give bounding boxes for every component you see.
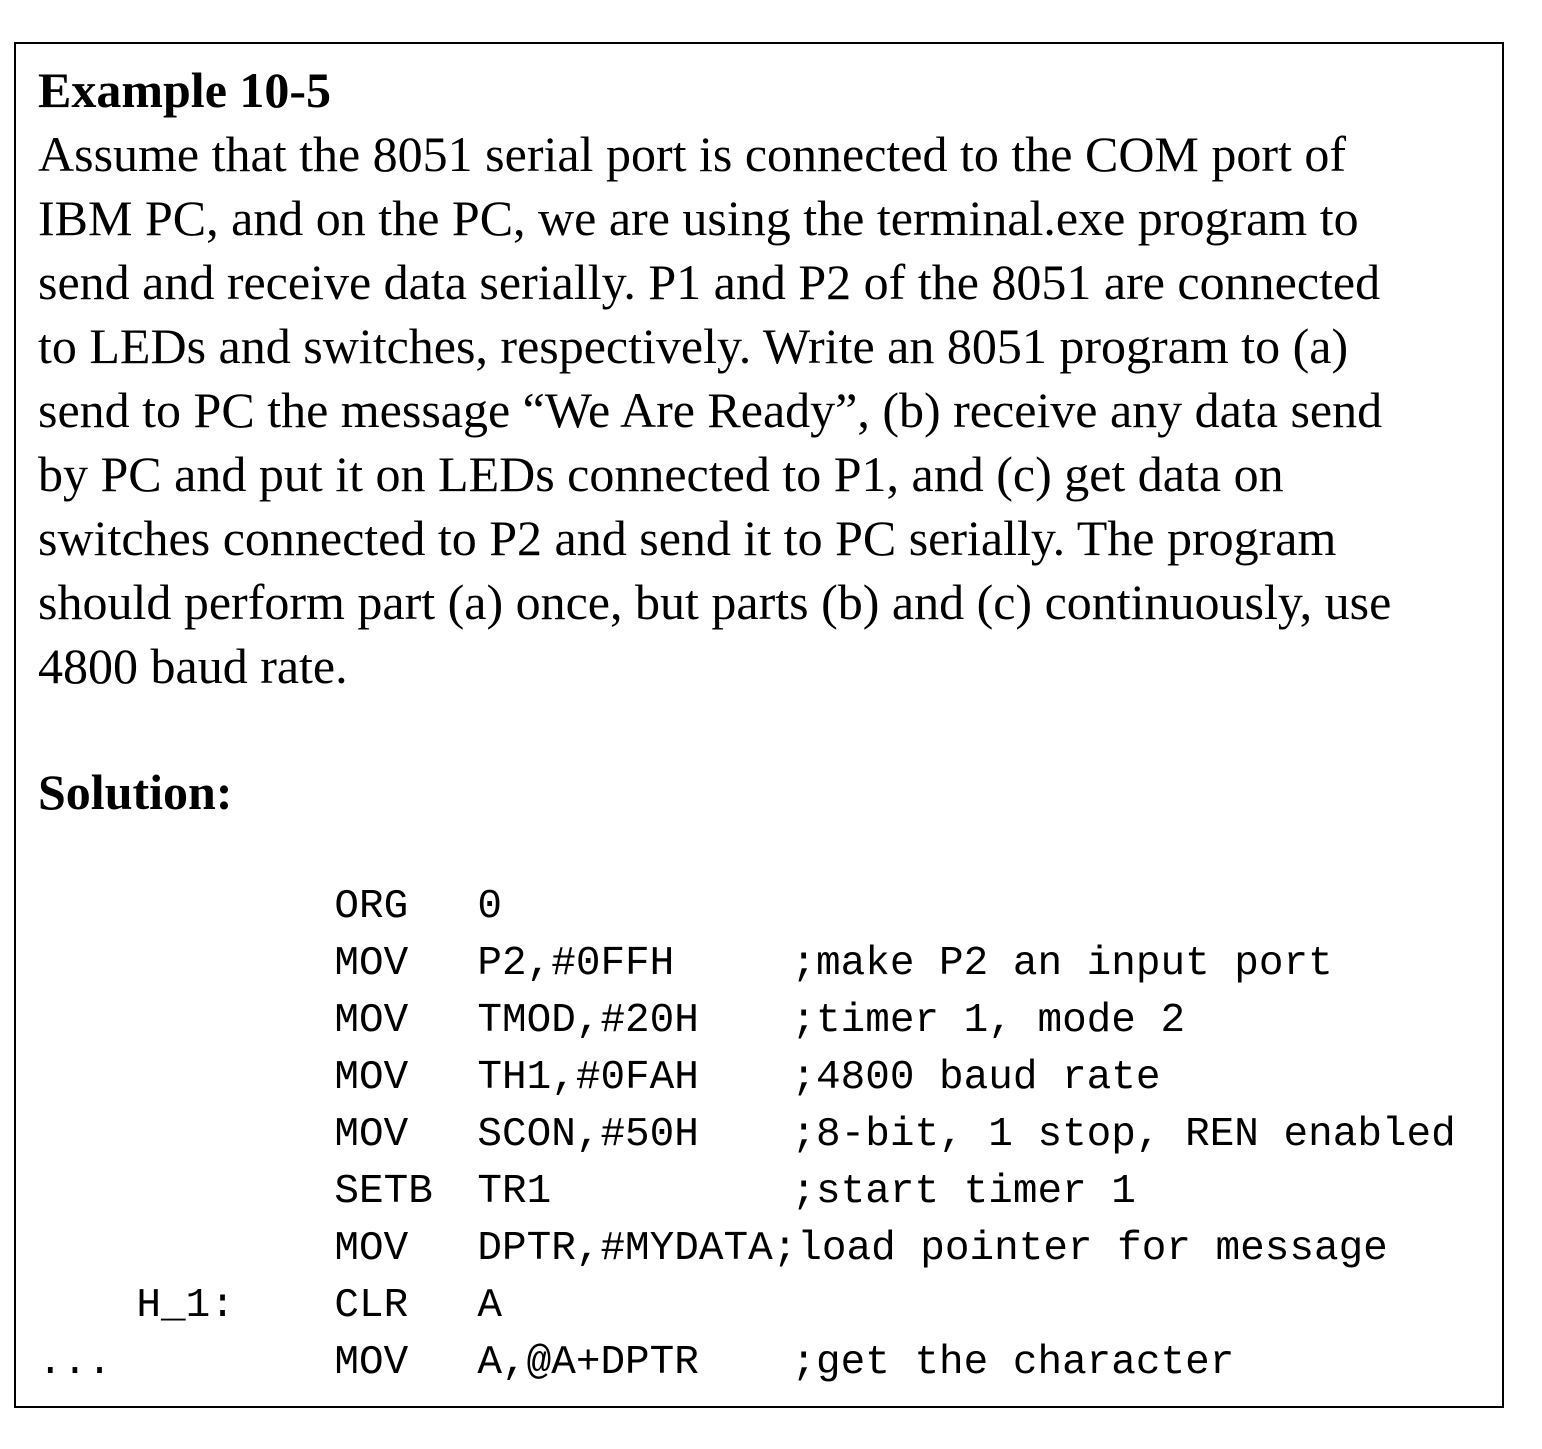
code-operands: 0 — [477, 884, 503, 930]
code-comment: ;timer 1, mode 2 — [791, 998, 1186, 1044]
problem-statement: Assume that the 8051 serial port is conn… — [38, 122, 1498, 698]
code-operands: TMOD,#20H — [477, 998, 699, 1044]
code-opcode: MOV — [334, 941, 409, 987]
code-line: MOV P2,#0FFH ;make P2 an input port — [38, 879, 1456, 987]
problem-line: send to PC the message “We Are Ready”, (… — [38, 382, 1383, 438]
code-comment: ;4800 baud rate — [791, 1055, 1161, 1101]
code-operands: A,@A+DPTR — [477, 1340, 699, 1386]
code-opcode: SETB — [334, 1169, 433, 1215]
problem-line: switches connected to P2 and send it to … — [38, 510, 1337, 566]
problem-line: 4800 baud rate. — [38, 638, 348, 694]
code-comment: ;make P2 an input port — [791, 941, 1333, 987]
code-opcode: MOV — [334, 1055, 409, 1101]
code-operands: P2,#0FFH — [477, 941, 675, 987]
code-operands: TR1 — [477, 1169, 552, 1215]
code-line: H_1: CLR A — [38, 1221, 1456, 1329]
code-opcode: ORG — [334, 884, 409, 930]
code-label: H_1: — [136, 1283, 235, 1329]
problem-line: Assume that the 8051 serial port is conn… — [38, 126, 1347, 182]
code-line: MOV SCON,#50H ;8-bit, 1 stop, REN enabled — [38, 1050, 1455, 1158]
code-line: MOV TH1,#0FAH ;4800 baud rate — [38, 993, 1456, 1101]
example-title: Example 10-5 — [38, 62, 332, 118]
code-comment: ;8-bit, 1 stop, REN enabled — [791, 1112, 1456, 1158]
problem-line: IBM PC, and on the PC, we are using the … — [38, 190, 1359, 246]
code-comment: ;start timer 1 — [791, 1169, 1136, 1215]
problem-line: by PC and put it on LEDs connected to P1… — [38, 446, 1284, 502]
problem-line: to LEDs and switches, respectively. Writ… — [38, 318, 1349, 374]
code-ellipsis: ... — [38, 1340, 112, 1386]
code-opcode: CLR — [334, 1283, 409, 1329]
code-comment: ;get the character — [791, 1340, 1235, 1386]
solution-heading: Solution: — [38, 764, 233, 820]
code-opcode: MOV — [334, 1226, 409, 1272]
code-line: ORG 0 — [38, 822, 1456, 930]
code-line: MOV DPTR,#MYDATA;load pointer for message — [38, 1164, 1456, 1272]
code-line: SETB TR1 ;start timer 1 — [38, 1107, 1456, 1215]
code-operands: SCON,#50H — [477, 1112, 699, 1158]
code-opcode: MOV — [334, 1112, 409, 1158]
problem-line: should perform part (a) once, but parts … — [38, 574, 1392, 630]
code-line: MOV TMOD,#20H ;timer 1, mode 2 — [38, 936, 1456, 1044]
example-box — [14, 42, 1504, 1408]
code-opcode: MOV — [334, 1340, 409, 1386]
code-operands: A — [477, 1283, 503, 1329]
code-operands: TH1,#0FAH — [477, 1055, 699, 1101]
problem-line: send and receive data serially. P1 and P… — [38, 254, 1381, 310]
code-comment: ;load pointer for message — [772, 1226, 1388, 1272]
code-operands: DPTR,#MYDATA — [477, 1226, 773, 1272]
code-opcode: MOV — [334, 998, 409, 1044]
code-line: MOV A,@A+DPTR ;get the character — [38, 1278, 1456, 1386]
code-listing: ORG 0 MOV P2,#0FFH ;make P2 an input port M… — [38, 822, 1456, 1392]
